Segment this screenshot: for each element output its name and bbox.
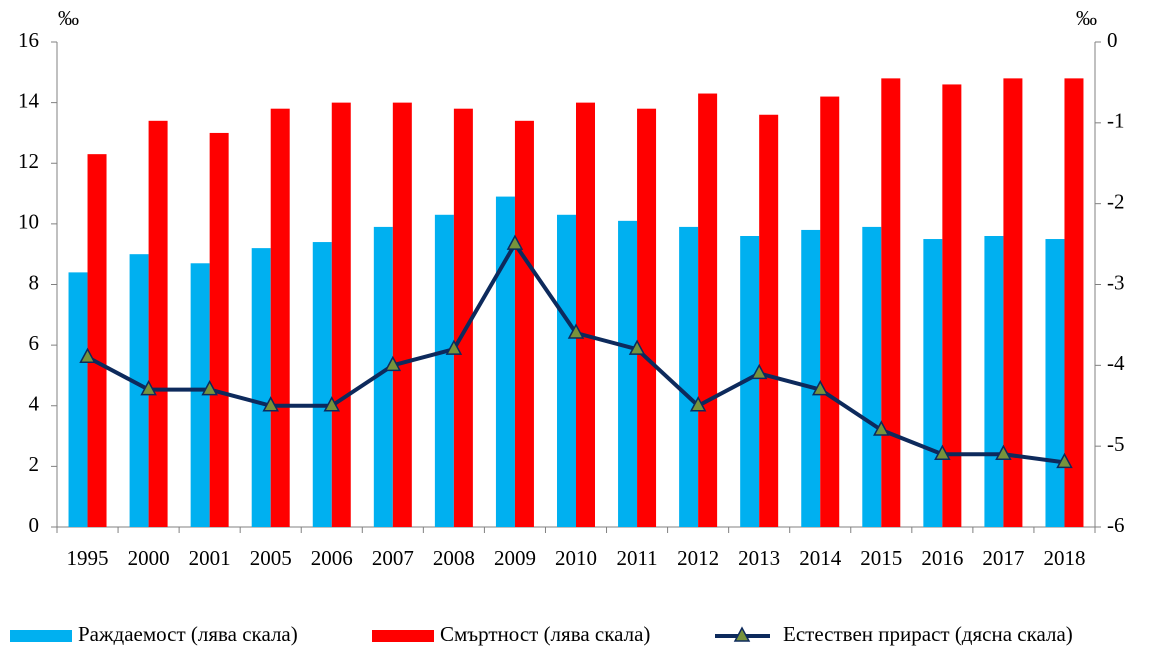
bar [392,102,412,527]
y-unit: ‰ [58,6,79,30]
marker [79,347,96,363]
bar [637,108,657,527]
x-tick-label: 2005 [250,546,292,570]
x-tick-label: 2016 [921,546,963,570]
legend-marker [733,626,751,642]
bar [679,226,699,527]
marker [445,339,463,355]
bar [148,120,168,527]
marker [323,396,341,412]
marker [1056,452,1073,469]
bar [801,229,821,527]
y-tick-label: 0 [29,513,40,537]
x-tick-label: 1995 [67,546,109,570]
bar [942,84,962,527]
bar [209,132,229,527]
bar [331,102,351,527]
y-tick-label: 8 [29,270,40,294]
y-tick-label: 10 [18,210,39,234]
x-tick-label: 2017 [982,546,1024,570]
y2-tick-label: -1 [1107,109,1125,133]
marker [384,355,402,372]
y2-tick-label: -2 [1107,189,1125,213]
legend-swatch [10,630,72,642]
x-tick-label: 2000 [128,546,170,570]
bar [923,239,943,527]
bar [434,214,454,527]
bar [862,226,882,527]
bar [514,120,534,527]
marker [689,396,707,412]
bar [759,114,779,527]
y2-tick-label: -3 [1107,270,1125,294]
bar [453,108,473,527]
bar [881,78,901,527]
bar [1064,78,1084,527]
marker [140,380,157,396]
bar [740,236,760,527]
bar [373,226,393,527]
y-tick-label: 2 [29,452,40,476]
bar [1045,239,1065,527]
marker [506,234,524,250]
x-tick-label: 2001 [189,546,231,570]
bar [576,102,595,527]
marker [628,339,646,355]
legend-swatch [372,630,434,642]
marker [750,363,768,380]
marker [934,444,951,460]
marker [995,444,1012,460]
bar [820,96,840,527]
bar [190,263,210,527]
y-tick-label: 6 [29,331,40,355]
bar [557,214,576,527]
x-tick-label: 2015 [860,546,902,570]
bar [270,108,290,527]
x-tick-label: 2011 [616,546,657,570]
x-tick-label: 2012 [677,546,719,570]
bar [251,248,271,527]
x-tick-label: 2008 [433,546,475,570]
bar [1003,78,1023,527]
bar [129,254,149,527]
x-tick-label: 2007 [372,546,414,570]
x-tick-label: 2014 [799,546,842,570]
x-tick-label: 2010 [555,546,597,570]
y2-tick-label: 0 [1107,28,1118,52]
marker [262,396,279,412]
x-tick-label: 2018 [1043,546,1085,570]
y2-tick-label: -4 [1107,351,1125,375]
bar [312,242,332,527]
bar [87,154,107,527]
y-tick-label: 12 [18,149,39,173]
legend-label: Смъртност (лява скала) [440,622,650,646]
legend-label: Естествен прираст (дясна скала) [783,622,1073,646]
x-tick-label: 2006 [311,546,353,570]
bar [495,196,515,527]
x-tick-label: 2013 [738,546,780,570]
bar [698,93,718,527]
bar [68,272,88,527]
y-tick-label: 4 [29,392,40,416]
x-tick-label: 2009 [494,546,536,570]
marker [567,323,585,339]
y2-unit: ‰ [1076,6,1097,30]
marker [201,380,218,396]
y2-tick-label: -6 [1107,513,1125,537]
y-tick-label: 14 [18,88,40,112]
bar [618,220,638,527]
legend-label: Раждаемост (лява скала) [78,622,298,646]
marker [811,380,829,396]
y2-tick-label: -5 [1107,432,1125,456]
y-tick-label: 16 [18,28,39,52]
bar [984,236,1004,527]
marker [873,420,890,436]
